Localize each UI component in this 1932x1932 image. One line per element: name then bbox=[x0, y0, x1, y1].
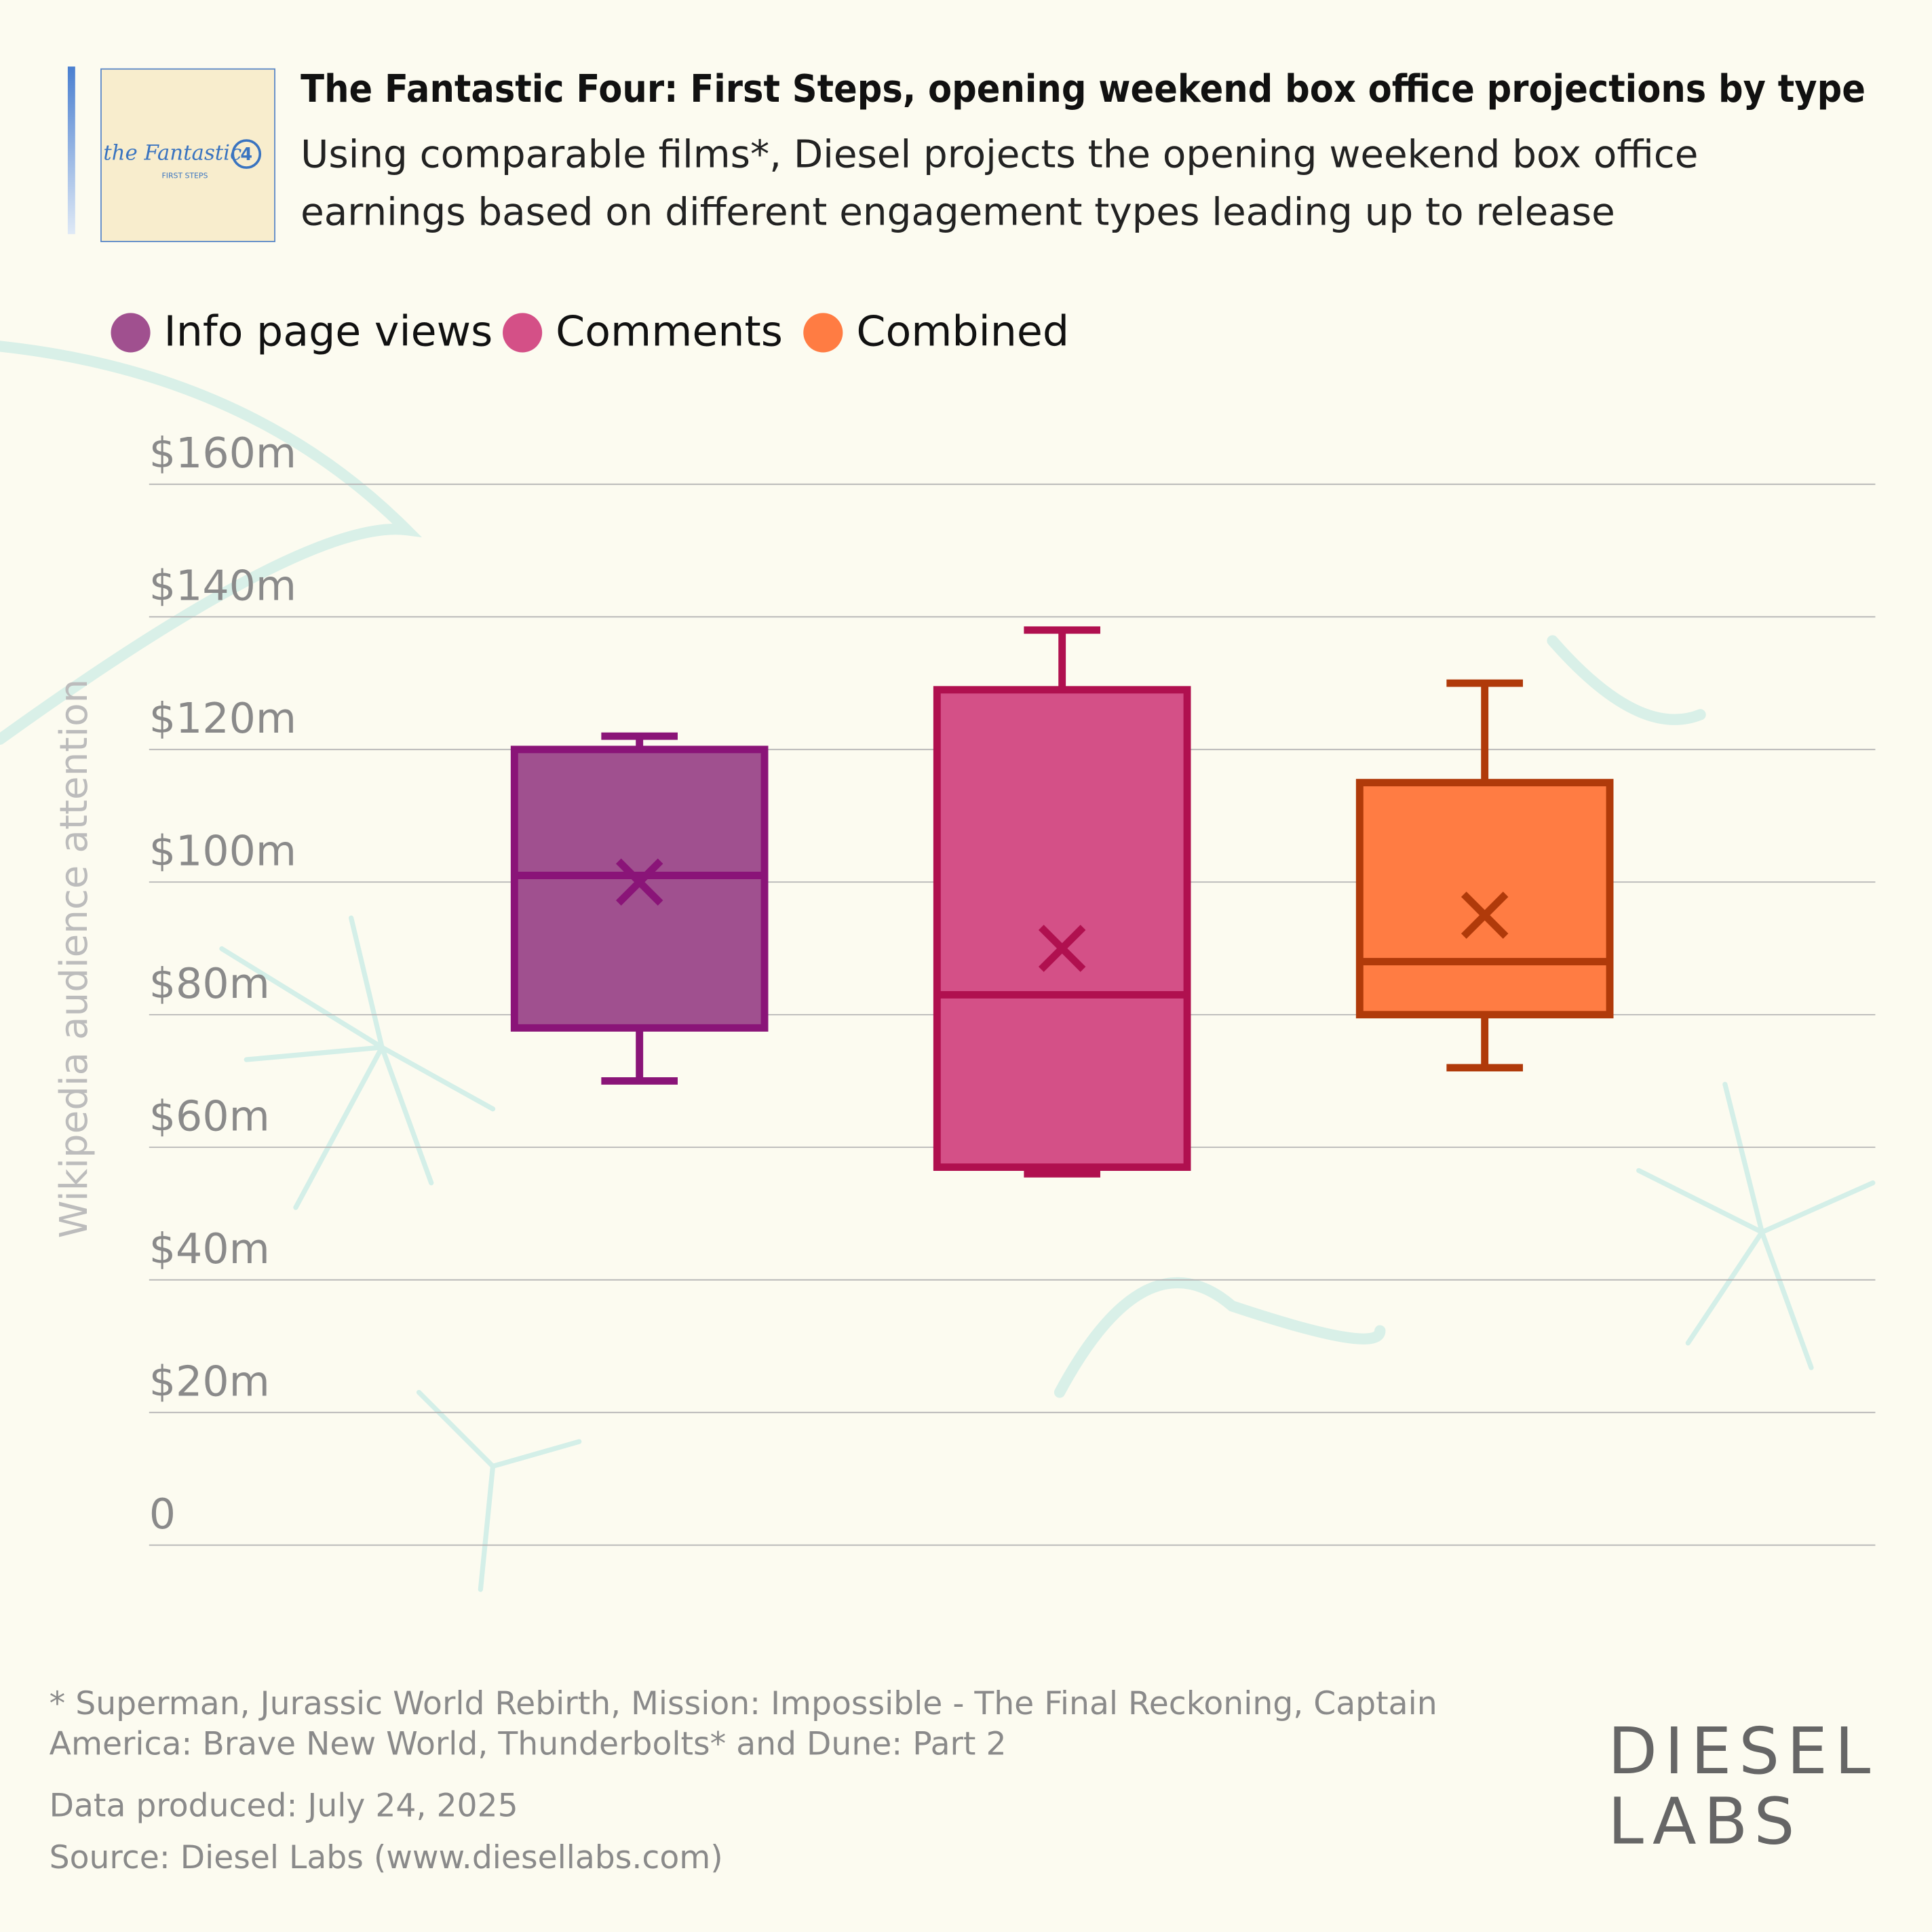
y-tick-label: $20m bbox=[149, 1357, 270, 1406]
legend-swatch bbox=[803, 313, 843, 353]
logo: DIESEL bbox=[1608, 1714, 1878, 1789]
y-tick-label: $80m bbox=[149, 959, 270, 1008]
box bbox=[933, 686, 1191, 1171]
poster-badge bbox=[231, 139, 262, 169]
decoration-stars bbox=[219, 915, 1876, 1592]
poster bbox=[100, 68, 275, 242]
decoration bbox=[0, 341, 1706, 1398]
mean-marker bbox=[1038, 925, 1086, 972]
box bbox=[510, 746, 769, 1032]
source: Source: Diesel Labs (www.diesellabs.com) bbox=[50, 1839, 723, 1876]
subtitle: earnings based on different engagement t… bbox=[301, 191, 1615, 235]
legend-label: Comments bbox=[556, 307, 783, 355]
mean-marker bbox=[615, 858, 663, 906]
y-axis-label: Wikipedia audience attention bbox=[52, 679, 96, 1239]
legend-label: Combined bbox=[856, 307, 1069, 355]
accent-bar bbox=[67, 66, 75, 235]
subtitle: Using comparable films*, Diesel projects… bbox=[301, 132, 1698, 176]
y-tick-label: $160m bbox=[149, 429, 296, 478]
y-tick-label: $100m bbox=[149, 827, 296, 876]
y-tick-label: $60m bbox=[149, 1092, 270, 1141]
logo: LABS bbox=[1608, 1785, 1802, 1859]
legend-swatch bbox=[503, 313, 543, 353]
mean-marker bbox=[1461, 891, 1509, 939]
poster-tagline: FIRST STEPS bbox=[161, 172, 208, 180]
y-tick-label: $120m bbox=[149, 694, 296, 743]
chart-title: The Fantastic Four: First Steps, opening… bbox=[301, 67, 1866, 111]
box bbox=[1355, 779, 1614, 1019]
y-tick-label: $40m bbox=[149, 1224, 270, 1273]
legend-swatch bbox=[111, 313, 151, 353]
data-produced: Data produced: July 24, 2025 bbox=[50, 1788, 518, 1825]
footnote: America: Brave New World, Thunderbolts* … bbox=[50, 1726, 1007, 1763]
poster-number: 4 bbox=[240, 144, 252, 164]
poster-title: the Fantastic bbox=[103, 141, 242, 166]
y-tick-label: $140m bbox=[149, 562, 296, 611]
legend-label: Info page views bbox=[164, 307, 493, 355]
y-tick-label: 0 bbox=[149, 1490, 176, 1539]
footnote: * Superman, Jurassic World Rebirth, Miss… bbox=[50, 1685, 1437, 1722]
